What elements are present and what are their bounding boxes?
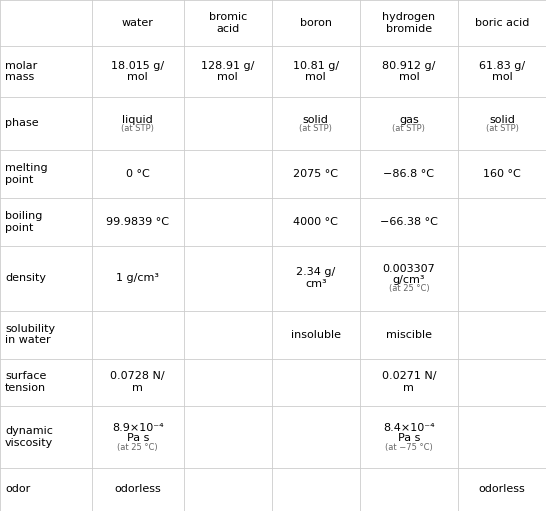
- Text: miscible: miscible: [386, 330, 432, 340]
- Text: solid: solid: [489, 114, 515, 125]
- Text: 99.9839 °C: 99.9839 °C: [106, 217, 169, 227]
- Text: surface
tension: surface tension: [5, 371, 46, 393]
- Text: bromic
acid: bromic acid: [209, 12, 247, 34]
- Text: 128.91 g/
mol: 128.91 g/ mol: [201, 61, 254, 82]
- Text: odorless: odorless: [479, 484, 525, 495]
- Text: gas: gas: [399, 114, 419, 125]
- Text: 1 g/cm³: 1 g/cm³: [116, 273, 159, 283]
- Text: (at STP): (at STP): [393, 124, 425, 133]
- Text: density: density: [5, 273, 46, 283]
- Text: water: water: [122, 18, 153, 28]
- Text: (at STP): (at STP): [299, 124, 333, 133]
- Text: 8.4×10⁻⁴: 8.4×10⁻⁴: [383, 423, 435, 433]
- Text: 0.0728 N/
m: 0.0728 N/ m: [110, 371, 165, 393]
- Text: 8.9×10⁻⁴: 8.9×10⁻⁴: [112, 423, 164, 433]
- Text: Pa s: Pa s: [127, 433, 149, 443]
- Text: 160 °C: 160 °C: [483, 169, 521, 179]
- Text: boron: boron: [300, 18, 332, 28]
- Text: (at 25 °C): (at 25 °C): [117, 443, 158, 452]
- Text: insoluble: insoluble: [291, 330, 341, 340]
- Text: boiling
point: boiling point: [5, 211, 43, 233]
- Text: solubility
in water: solubility in water: [5, 324, 55, 345]
- Text: 0 °C: 0 °C: [126, 169, 150, 179]
- Text: melting
point: melting point: [5, 164, 48, 185]
- Text: molar
mass: molar mass: [5, 61, 37, 82]
- Text: 2075 °C: 2075 °C: [293, 169, 339, 179]
- Text: 18.015 g/
mol: 18.015 g/ mol: [111, 61, 164, 82]
- Text: hydrogen
bromide: hydrogen bromide: [382, 12, 436, 34]
- Text: g/cm³: g/cm³: [393, 274, 425, 285]
- Text: 0.0271 N/
m: 0.0271 N/ m: [382, 371, 436, 393]
- Text: (at −75 °C): (at −75 °C): [385, 443, 433, 452]
- Text: phase: phase: [5, 119, 39, 128]
- Text: (at STP): (at STP): [485, 124, 518, 133]
- Text: 2.34 g/
cm³: 2.34 g/ cm³: [296, 267, 335, 289]
- Text: (at 25 °C): (at 25 °C): [389, 284, 429, 293]
- Text: solid: solid: [303, 114, 329, 125]
- Text: 0.003307: 0.003307: [383, 264, 435, 274]
- Text: liquid: liquid: [122, 114, 153, 125]
- Text: 80.912 g/
mol: 80.912 g/ mol: [382, 61, 436, 82]
- Text: odor: odor: [5, 484, 30, 495]
- Text: −66.38 °C: −66.38 °C: [380, 217, 438, 227]
- Text: 10.81 g/
mol: 10.81 g/ mol: [293, 61, 339, 82]
- Text: 4000 °C: 4000 °C: [293, 217, 339, 227]
- Text: −86.8 °C: −86.8 °C: [383, 169, 435, 179]
- Text: 61.83 g/
mol: 61.83 g/ mol: [479, 61, 525, 82]
- Text: Pa s: Pa s: [397, 433, 420, 443]
- Text: dynamic
viscosity: dynamic viscosity: [5, 426, 53, 448]
- Text: odorless: odorless: [114, 484, 161, 495]
- Text: (at STP): (at STP): [121, 124, 154, 133]
- Text: boric acid: boric acid: [475, 18, 529, 28]
